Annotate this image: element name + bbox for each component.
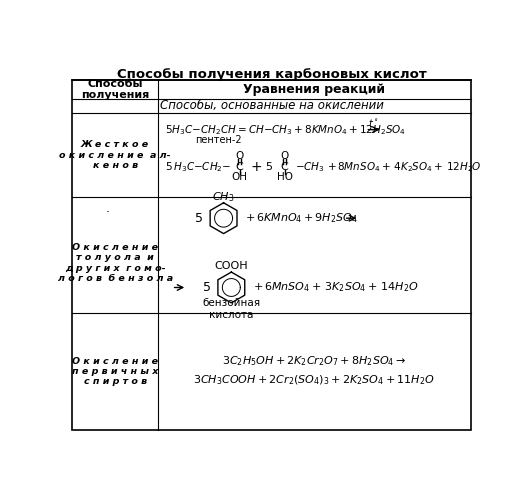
Text: COOH: COOH — [215, 261, 248, 271]
Text: HO: HO — [277, 172, 293, 182]
Text: пентен-2: пентен-2 — [195, 135, 242, 146]
Text: Ж е с т к о е
о к и с л е н и е  а л-
к е н о в: Ж е с т к о е о к и с л е н и е а л- к е… — [59, 140, 171, 170]
Text: Способы получения карбоновых кислот: Способы получения карбоновых кислот — [117, 68, 427, 81]
Text: 5: 5 — [202, 281, 210, 294]
Text: $3CH_3COOH + 2Cr_2(SO_4)_3 + 2K_2SO_4 + 11H_2O$: $3CH_3COOH + 2Cr_2(SO_4)_3 + 2K_2SO_4 + … — [193, 374, 435, 388]
Text: Уравнения реакций: Уравнения реакций — [243, 83, 385, 96]
Text: OH: OH — [232, 172, 248, 182]
Text: $-CH_3$: $-CH_3$ — [295, 160, 325, 173]
Text: Способы
получения: Способы получения — [81, 79, 149, 100]
Text: $+\,6KMnO_4+9H_2SO_4$: $+\,6KMnO_4+9H_2SO_4$ — [245, 211, 358, 225]
Text: О к и с л е н и е
т о л у о л а  и
д р у г и х  г о м о-
л о г о в  б е н з о л : О к и с л е н и е т о л у о л а и д р у … — [58, 243, 173, 283]
Text: Способы, основанные на окислении: Способы, основанные на окислении — [160, 99, 384, 112]
Text: О к и с л е н и е
п е р в и ч н ы х
с п и р т о в: О к и с л е н и е п е р в и ч н ы х с п … — [72, 357, 158, 386]
Text: .: . — [105, 202, 109, 216]
Text: $CH_3$: $CH_3$ — [213, 190, 235, 203]
Text: $+\,8MnSO_4+\,4K_2SO_4+\,12H_2O$: $+\,8MnSO_4+\,4K_2SO_4+\,12H_2O$ — [326, 160, 481, 173]
Text: C: C — [280, 162, 288, 172]
Text: +: + — [250, 160, 262, 173]
Text: C: C — [235, 162, 243, 172]
Text: $5H_3C{-}CH_2CH{=}CH{-}CH_3 + 8KMnO_4+12H_2SO_4$: $5H_3C{-}CH_2CH{=}CH{-}CH_3 + 8KMnO_4+12… — [165, 122, 407, 137]
Text: 5: 5 — [265, 162, 272, 172]
Text: бензойная
кислота: бензойная кислота — [202, 298, 260, 320]
Text: O: O — [236, 151, 244, 161]
Text: $3C_2H_5OH + 2K_2Cr_2O_7 + 8H_2SO_4 \rightarrow$: $3C_2H_5OH + 2K_2Cr_2O_7 + 8H_2SO_4 \rig… — [222, 354, 407, 368]
Text: $t^\circ$: $t^\circ$ — [368, 117, 379, 129]
Text: $+\,6MnSO_4+\,3K_2SO_4+\,14H_2O$: $+\,6MnSO_4+\,3K_2SO_4+\,14H_2O$ — [253, 281, 419, 294]
Text: $5\,H_3C{-}CH_2{-}$: $5\,H_3C{-}CH_2{-}$ — [165, 160, 232, 173]
Text: O: O — [281, 151, 289, 161]
Text: 5: 5 — [195, 212, 203, 225]
